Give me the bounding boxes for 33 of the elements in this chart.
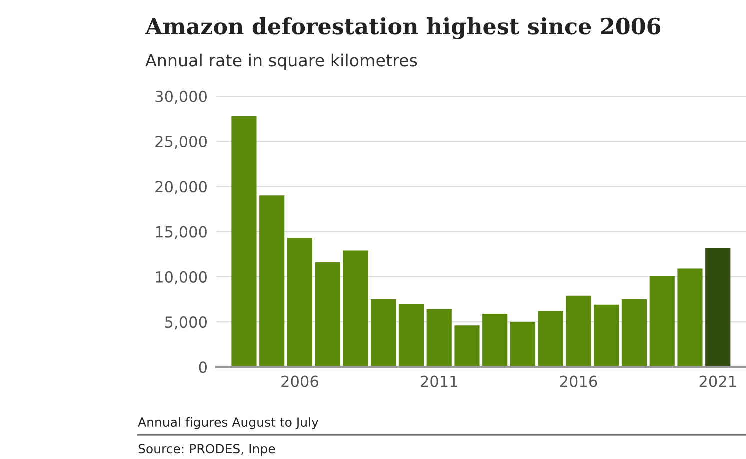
chart-title: Amazon deforestation highest since 2006 <box>145 18 661 40</box>
y-tick-label: 0 <box>199 362 207 374</box>
bar <box>678 268 703 368</box>
bar <box>650 276 675 368</box>
y-tick-label: 15,000 <box>156 226 207 240</box>
y-tick-label: 10,000 <box>156 271 207 285</box>
bar <box>426 309 452 368</box>
y-tick-label: 5,000 <box>165 316 207 330</box>
y-tick-label: 20,000 <box>156 181 207 194</box>
bar <box>232 116 257 368</box>
bar <box>315 262 340 368</box>
bar <box>482 314 508 368</box>
bar <box>454 326 480 368</box>
bar <box>510 322 536 368</box>
chart-subtitle: Annual rate in square kilometres <box>146 54 418 70</box>
x-tick-label: 2006 <box>282 376 318 388</box>
bar <box>538 311 564 368</box>
x-tick-label: 2011 <box>421 376 458 388</box>
bar <box>343 250 368 368</box>
source-note: Source: PRODES, Inpe <box>138 444 276 456</box>
bar <box>260 196 285 368</box>
bar <box>594 304 620 368</box>
y-tick-label: 30,000 <box>156 90 207 104</box>
bar <box>622 299 648 368</box>
bar <box>706 248 731 368</box>
bar <box>371 299 396 368</box>
bar <box>398 304 424 368</box>
bar <box>287 238 313 368</box>
y-tick-label: 25,000 <box>156 136 207 150</box>
text: Annual figures August to July <box>138 417 319 430</box>
x-tick-label: 2021 <box>700 376 736 388</box>
bar <box>566 296 592 368</box>
x-tick-label: 2016 <box>560 376 598 388</box>
